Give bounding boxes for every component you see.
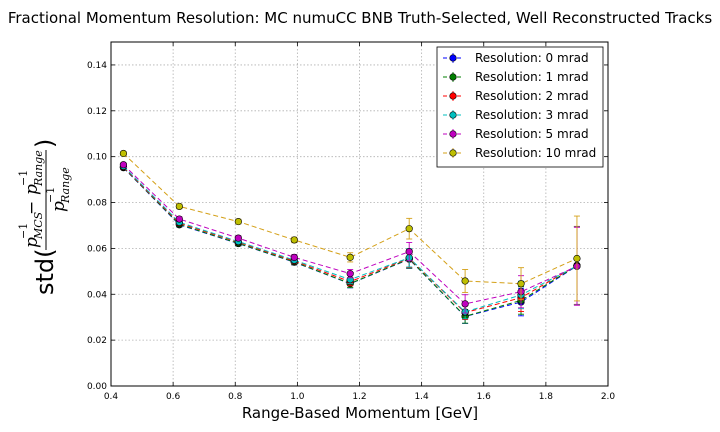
data-point	[346, 253, 354, 261]
y-label-den: p	[49, 201, 69, 212]
grid-lines	[111, 42, 608, 386]
legend-entry-label: Resolution: 2 mrad	[475, 89, 589, 103]
data-point	[405, 225, 413, 233]
legend-swatch-marker	[449, 111, 457, 119]
data-point	[175, 215, 183, 223]
data-point	[290, 253, 298, 261]
y-label-den-sub: Range	[59, 167, 72, 204]
y-label-num-a-sup: −1	[17, 223, 30, 239]
x-tick-label: 1.4	[414, 392, 429, 402]
y-tick-label: 0.04	[87, 290, 107, 300]
data-point	[346, 270, 354, 278]
legend-swatch-marker	[449, 130, 457, 138]
y-label-prefix: std(	[31, 248, 59, 295]
data-point	[234, 217, 242, 226]
x-axis-label: Range-Based Momentum [GeV]	[242, 404, 478, 422]
y-label-num-b-sub: Range	[32, 150, 45, 187]
x-tick-label: 0.4	[104, 392, 119, 402]
legend-entry-label: Resolution: 3 mrad	[475, 108, 589, 122]
data-point	[573, 254, 581, 263]
y-tick-label: 0.14	[87, 61, 107, 71]
y-label-den-sup: −1	[44, 187, 57, 203]
y-label-suffix: )	[31, 139, 59, 148]
legend-swatch-marker	[449, 54, 457, 62]
y-label-num-a-sub: MCS	[32, 211, 45, 240]
data-point	[175, 202, 183, 211]
legend-entry-label: Resolution: 10 mrad	[475, 146, 596, 160]
y-axis-label: std( p −1 MCS − p −1 Range p −1 Range )	[17, 139, 72, 295]
legend-box	[436, 46, 604, 168]
data-point	[405, 248, 413, 256]
y-tick-labels: 0.00 0.02 0.04 0.06 0.08 0.10 0.12 0.14	[87, 61, 107, 392]
y-tick-label: 0.12	[87, 107, 107, 117]
y-label-num-b-sup: −1	[17, 170, 30, 186]
x-tick-label: 1.0	[290, 392, 305, 402]
x-tick-label: 1.2	[352, 392, 366, 402]
y-label-num-a: p	[22, 237, 42, 248]
y-tick-label: 0.08	[87, 199, 107, 209]
chart-title: Fractional Momentum Resolution: MC numuC…	[8, 9, 712, 27]
data-point	[119, 149, 128, 158]
legend-swatch-marker	[449, 73, 457, 81]
data-point	[290, 236, 298, 244]
series-line	[123, 153, 578, 285]
legend-entry-label: Resolution: 5 mrad	[475, 127, 589, 141]
data-point	[234, 234, 242, 242]
y-tick-label: 0.10	[87, 153, 107, 163]
legend-entry-label: Resolution: 0 mrad	[475, 51, 589, 65]
data-point	[119, 161, 128, 169]
legend-swatch-marker	[449, 92, 457, 100]
legend: Resolution: 0 mrad Resolution: 1 mrad Reso…	[436, 46, 604, 168]
x-tick-label: 1.6	[477, 392, 492, 402]
y-tick-label: 0.00	[87, 382, 107, 392]
data-point	[461, 300, 469, 308]
data-point	[517, 280, 525, 288]
y-label-num-b: p	[22, 184, 42, 195]
legend-swatch-marker	[449, 149, 457, 157]
x-tick-labels: 0.4 0.6 0.8 1.0 1.2 1.4 1.6 1.8 2.0	[104, 392, 616, 402]
x-tick-label: 0.8	[228, 392, 243, 402]
x-tick-label: 1.8	[539, 392, 554, 402]
y-label-num-op: −	[22, 201, 42, 215]
axis-ticks	[110, 42, 609, 387]
y-tick-label: 0.06	[87, 244, 107, 254]
data-point	[461, 277, 469, 285]
legend-entry-label: Resolution: 1 mrad	[475, 70, 589, 84]
series-layer	[119, 149, 581, 324]
series-5	[119, 149, 581, 302]
x-tick-label: 0.6	[166, 392, 181, 402]
x-tick-label: 2.0	[601, 392, 616, 402]
y-tick-label: 0.02	[87, 336, 107, 346]
